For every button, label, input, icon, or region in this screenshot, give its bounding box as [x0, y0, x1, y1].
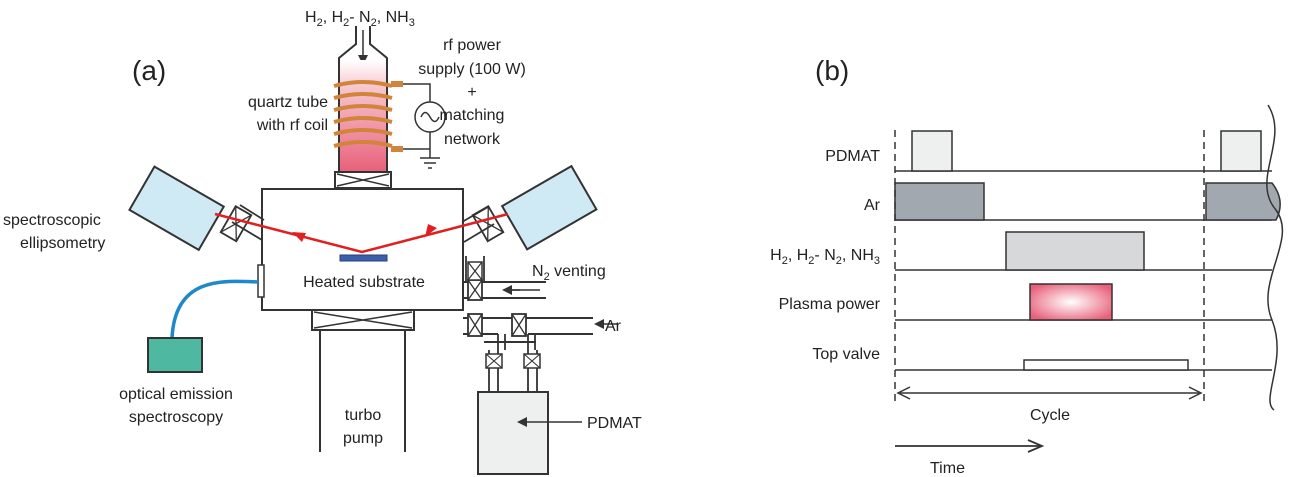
- rf-circuit: [403, 83, 446, 169]
- heated-substrate: [339, 254, 388, 262]
- panel-b-label: (b): [815, 55, 849, 86]
- ellipsometer-detector: [461, 164, 598, 251]
- time-label: Time: [930, 460, 965, 477]
- oes-port: [257, 264, 265, 298]
- row-label-gas: H2, H2- N2, NH3: [770, 247, 880, 267]
- panel-b: (b) Cycle Time PDMAT A: [770, 55, 1284, 477]
- oes-label: optical emission: [119, 386, 233, 403]
- row-label-top-valve: Top valve: [812, 346, 880, 363]
- plasma-pulse: [1029, 283, 1113, 321]
- ground-icon: [420, 149, 440, 169]
- n2-venting-line: [463, 256, 546, 301]
- laser-beam: [214, 212, 509, 254]
- ar-pulse-1: [894, 182, 985, 221]
- ellipsometer-source: [128, 165, 265, 252]
- row-label-pdmat: PDMAT: [825, 148, 880, 165]
- rf-power-label: rf power supply (100 W) + matching netwo…: [418, 37, 526, 148]
- time-arrowhead: [1027, 439, 1045, 453]
- cycle-arrow-left: [896, 386, 911, 400]
- n2-venting-label: N2 venting: [532, 263, 606, 283]
- optical-fiber: [170, 279, 259, 339]
- top-valve-pulse: [1023, 359, 1189, 371]
- svg-text:with rf coil: with rf coil: [256, 117, 328, 134]
- axis-break: [1266, 104, 1284, 411]
- quartz-tube-outline: [338, 26, 388, 172]
- panel-a-label: (a): [132, 55, 166, 86]
- heated-substrate-label: Heated substrate: [303, 274, 425, 291]
- pdmat-bubbler: [477, 341, 582, 475]
- turbo-label-2: pump: [343, 430, 383, 447]
- pdmat-label: PDMAT: [587, 415, 642, 432]
- ellipsometry-label: spectroscopic: [3, 212, 101, 229]
- ar-line: [463, 313, 618, 350]
- gas-inlet-label: H2, H2- N2, NH3: [305, 9, 415, 29]
- cycle-arrow-right: [1188, 386, 1203, 400]
- row-label-plasma: Plasma power: [779, 296, 881, 313]
- oes-label-2: spectroscopy: [129, 409, 223, 426]
- svg-text:network: network: [444, 131, 501, 148]
- top-valve: [334, 171, 392, 189]
- turbo-label: turbo: [345, 407, 382, 424]
- cycle-label: Cycle: [1030, 407, 1070, 424]
- ellipsometry-label-2: ellipsometry: [20, 235, 105, 252]
- svg-text:supply (100 W): supply (100 W): [418, 61, 526, 78]
- svg-text:rf power: rf power: [443, 37, 501, 54]
- pdmat-pulse-2: [1220, 130, 1262, 172]
- svg-text:quartz tube: quartz tube: [248, 94, 328, 111]
- row-label-ar: Ar: [864, 197, 881, 214]
- reactor-chamber: [261, 188, 464, 311]
- svg-text:matching: matching: [440, 107, 505, 124]
- rf-coil: [333, 80, 403, 152]
- gas-pulse: [1005, 231, 1145, 271]
- turbo-pump: [311, 309, 415, 452]
- svg-text:+: +: [467, 84, 476, 101]
- oes-box: [147, 337, 203, 373]
- ar-label: Ar: [605, 318, 622, 335]
- quartz-tube-label: quartz tube with rf coil: [248, 94, 328, 134]
- pdmat-pulse-1: [911, 130, 953, 172]
- ar-pulse-2: [1205, 182, 1281, 221]
- panel-a: (a) H2, H2- N2, NH3: [3, 9, 642, 475]
